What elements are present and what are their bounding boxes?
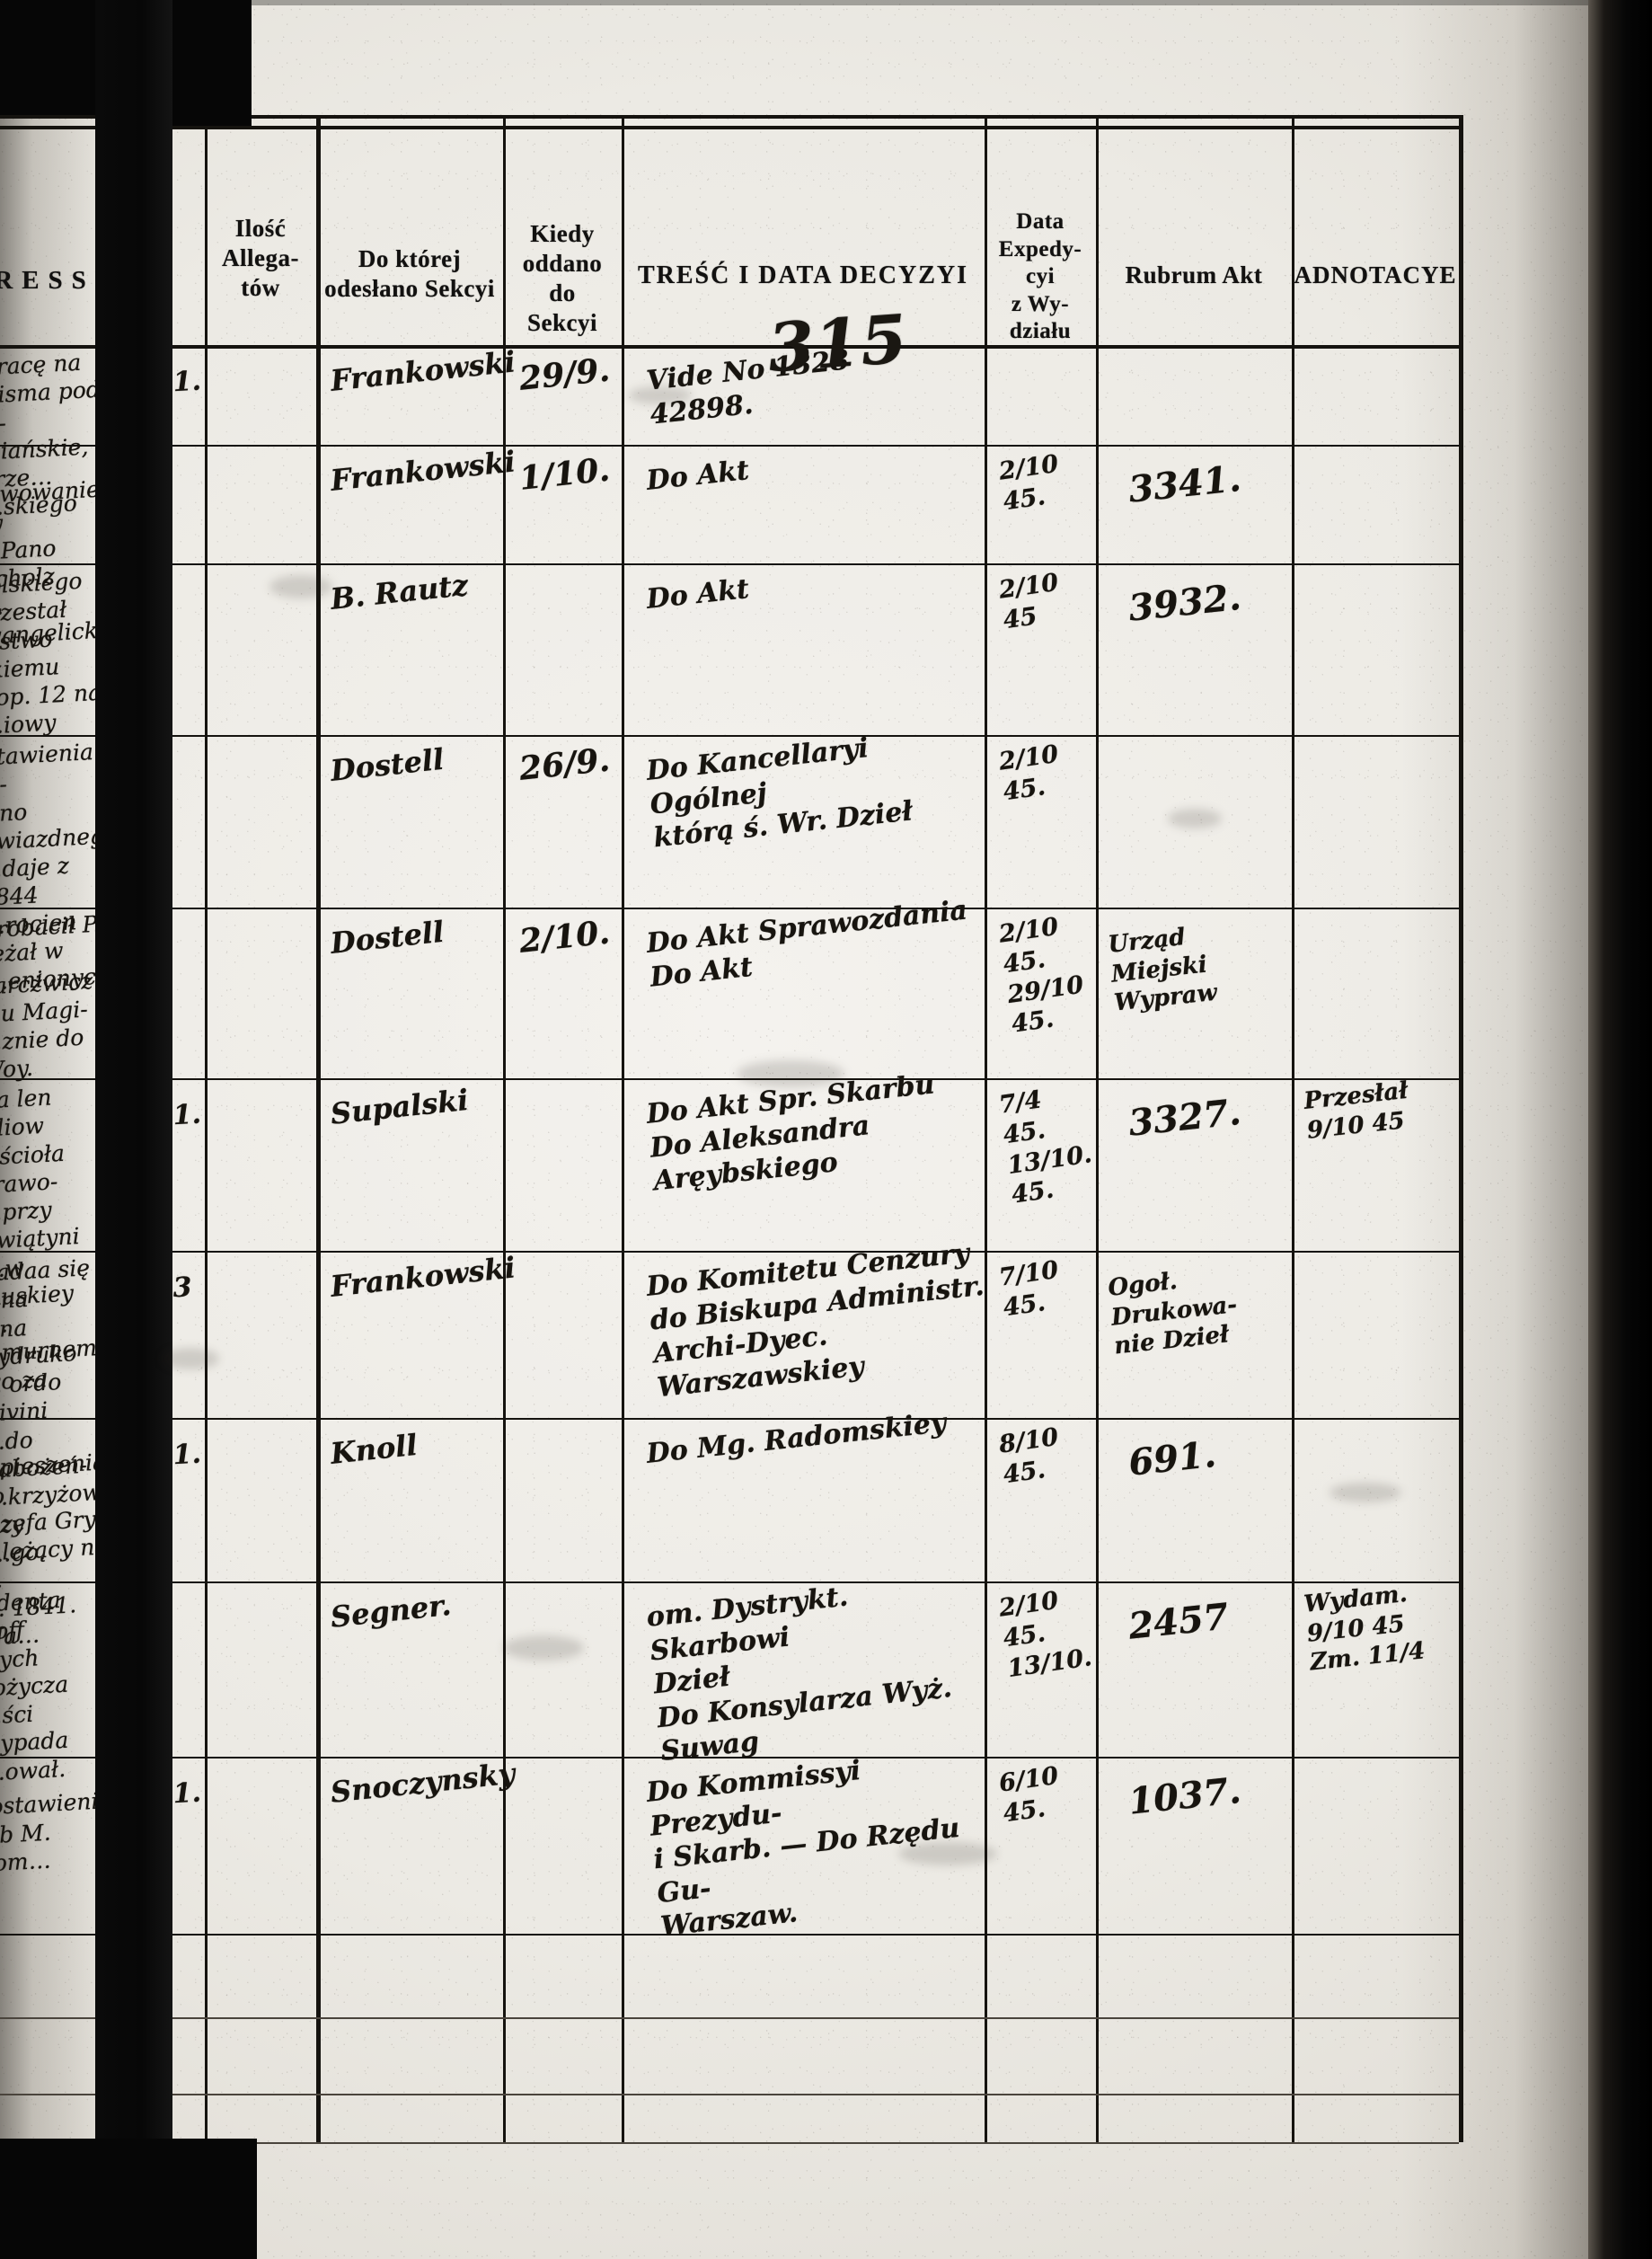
cell-tresc: Do Akt: [645, 573, 751, 616]
cell-rubrum: 691.: [1126, 1432, 1218, 1484]
column-header-do-ktorej-sekcyi: Do której odesłano Sekcyi: [324, 245, 495, 302]
table-vertical-rule: [985, 115, 987, 2142]
cell-sekcya: Dostell: [329, 741, 446, 788]
table-vertical-rule: [205, 115, 208, 2142]
ink-smudge: [1168, 809, 1222, 828]
cell-rubrum: 3341.: [1126, 456, 1243, 511]
cell-adnotacye: Wydam. 9/10 45 Zm. 11/4: [1303, 1580, 1427, 1677]
column-header-adnotacye: ADNOTACYE: [1294, 261, 1457, 288]
cell-sekcya: Frankowski: [329, 344, 517, 398]
cell-data_exp: 2/10 45. 13/10.: [997, 1586, 1094, 1683]
cell-rubrum: 3327.: [1126, 1090, 1243, 1145]
ink-smudge: [269, 575, 332, 598]
cell-tresc: Do Kancellaryi Ogólnej którą ś. Wr. Dzie…: [645, 732, 914, 855]
scan-black-foot: [95, 2139, 257, 2259]
column-header-ilosc-allegatow: Ilość Allega- tów: [222, 215, 299, 301]
scan-edge-top: [0, 0, 1652, 5]
table-horizontal-rule: [0, 1757, 1459, 1758]
table-horizontal-rule: [0, 2017, 1459, 2019]
ink-smudge: [503, 1635, 584, 1661]
cell-data_exp: 2/10 45.: [997, 740, 1061, 807]
table-horizontal-rule: [0, 115, 1459, 119]
column-header-data-expedycyi: Data Expedy- cyi z Wy- działu: [998, 209, 1082, 343]
cell-sekcya: Frankowski: [329, 1250, 517, 1304]
table-vertical-rule: [622, 115, 624, 2142]
cell-kiedy: 29/9.: [517, 350, 612, 398]
cell-data_exp: 2/10 45: [997, 568, 1061, 635]
cell-rubrum: 3932.: [1126, 575, 1243, 630]
folio-number: 315: [765, 300, 910, 388]
table-horizontal-rule: [0, 563, 1459, 565]
table-vertical-rule: [1459, 115, 1463, 2142]
table-vertical-rule: [1292, 115, 1294, 2142]
cell-rubrum: Ogoł. Drukowa- nie Dzieł: [1107, 1267, 1239, 1360]
cell-rubrum: 2457: [1126, 1595, 1231, 1648]
ink-smudge: [1330, 1483, 1401, 1502]
table-horizontal-rule: [0, 1418, 1459, 1420]
cell-sekcya: Supalski: [329, 1082, 471, 1131]
table-horizontal-rule: [0, 1581, 1459, 1583]
cell-tresc: Do Akt: [645, 455, 751, 497]
ink-smudge: [162, 1348, 219, 1369]
cell-data_exp: 8/10 45.: [997, 1422, 1061, 1490]
ink-smudge: [629, 386, 692, 404]
scan-black-head: [163, 0, 252, 126]
table-horizontal-rule: [0, 735, 1459, 737]
table-horizontal-rule: [0, 2142, 1459, 2144]
cell-data_exp: 2/10 45.: [997, 449, 1061, 517]
cell-sekcya: Segner.: [329, 1587, 453, 1634]
column-header-progressu: RESSU: [0, 266, 123, 295]
table-horizontal-rule: [0, 1934, 1459, 1936]
table-horizontal-rule: [0, 2094, 1459, 2095]
cell-sekcya: Knoll: [329, 1427, 420, 1471]
cell-kiedy: 2/10.: [517, 913, 612, 961]
cell-rubrum: 1037.: [1126, 1768, 1243, 1823]
scan-black-corner-bottom: [0, 2139, 97, 2259]
cell-kiedy: 26/9.: [517, 740, 612, 788]
cell-sekcya: Dostell: [329, 914, 446, 961]
book-gutter-shadow: [95, 0, 172, 2259]
table-horizontal-rule: [0, 908, 1459, 909]
ledger-table: RESSU Ilość Allega- tów Do której odesłano…: [0, 115, 1463, 2144]
table-vertical-rule: [503, 115, 506, 2142]
table-horizontal-rule: [0, 1078, 1459, 1080]
cell-data_exp: 2/10 45. 29/10 45.: [997, 912, 1086, 1039]
cell-data_exp: 6/10 45.: [997, 1761, 1061, 1829]
cell-kiedy: 1/10.: [517, 450, 612, 498]
table-horizontal-rule: [0, 445, 1459, 447]
ink-smudge: [898, 1842, 997, 1865]
table-vertical-rule: [1096, 115, 1099, 2142]
table-horizontal-rule: [0, 1251, 1459, 1253]
cell-progressu: …gostawienie …b M. Som…: [0, 1787, 112, 1877]
cell-rubrum: Urząd Miejski Wypraw: [1107, 923, 1219, 1017]
cell-sekcya: Frankowski: [329, 444, 517, 498]
cell-tresc: Do Mg. Radomskiey: [645, 1406, 948, 1470]
column-header-tresc-decyzyi: TREŚĆ I DATA DECYZYI: [637, 261, 969, 289]
cell-sekcya: Snoczynsky: [329, 1756, 517, 1810]
ink-smudge: [737, 1060, 844, 1087]
table-horizontal-rule: [0, 126, 1459, 129]
cell-tresc: Do Komitetu Cenzury do Biskupa Administr…: [645, 1237, 986, 1404]
cell-adnotacye: Przesłał 9/10 45: [1303, 1076, 1409, 1145]
cell-sekcya: B. Rautz: [329, 567, 470, 616]
column-header-rubrum-akt: Rubrum Akt: [1125, 261, 1263, 288]
book-spine-shadow: [1588, 0, 1652, 2259]
table-horizontal-rule: [0, 345, 1459, 349]
table-vertical-rule: [316, 115, 321, 2142]
cell-data_exp: 7/10 45.: [997, 1255, 1061, 1323]
cell-tresc: om. Dystrykt. Skarbowi Dzieł Do Konsylar…: [645, 1581, 954, 1767]
cell-data_exp: 7/4 45. 13/10. 45.: [997, 1085, 1094, 1209]
column-header-kiedy-oddano: Kiedy oddano do Sekcyi: [522, 220, 603, 336]
